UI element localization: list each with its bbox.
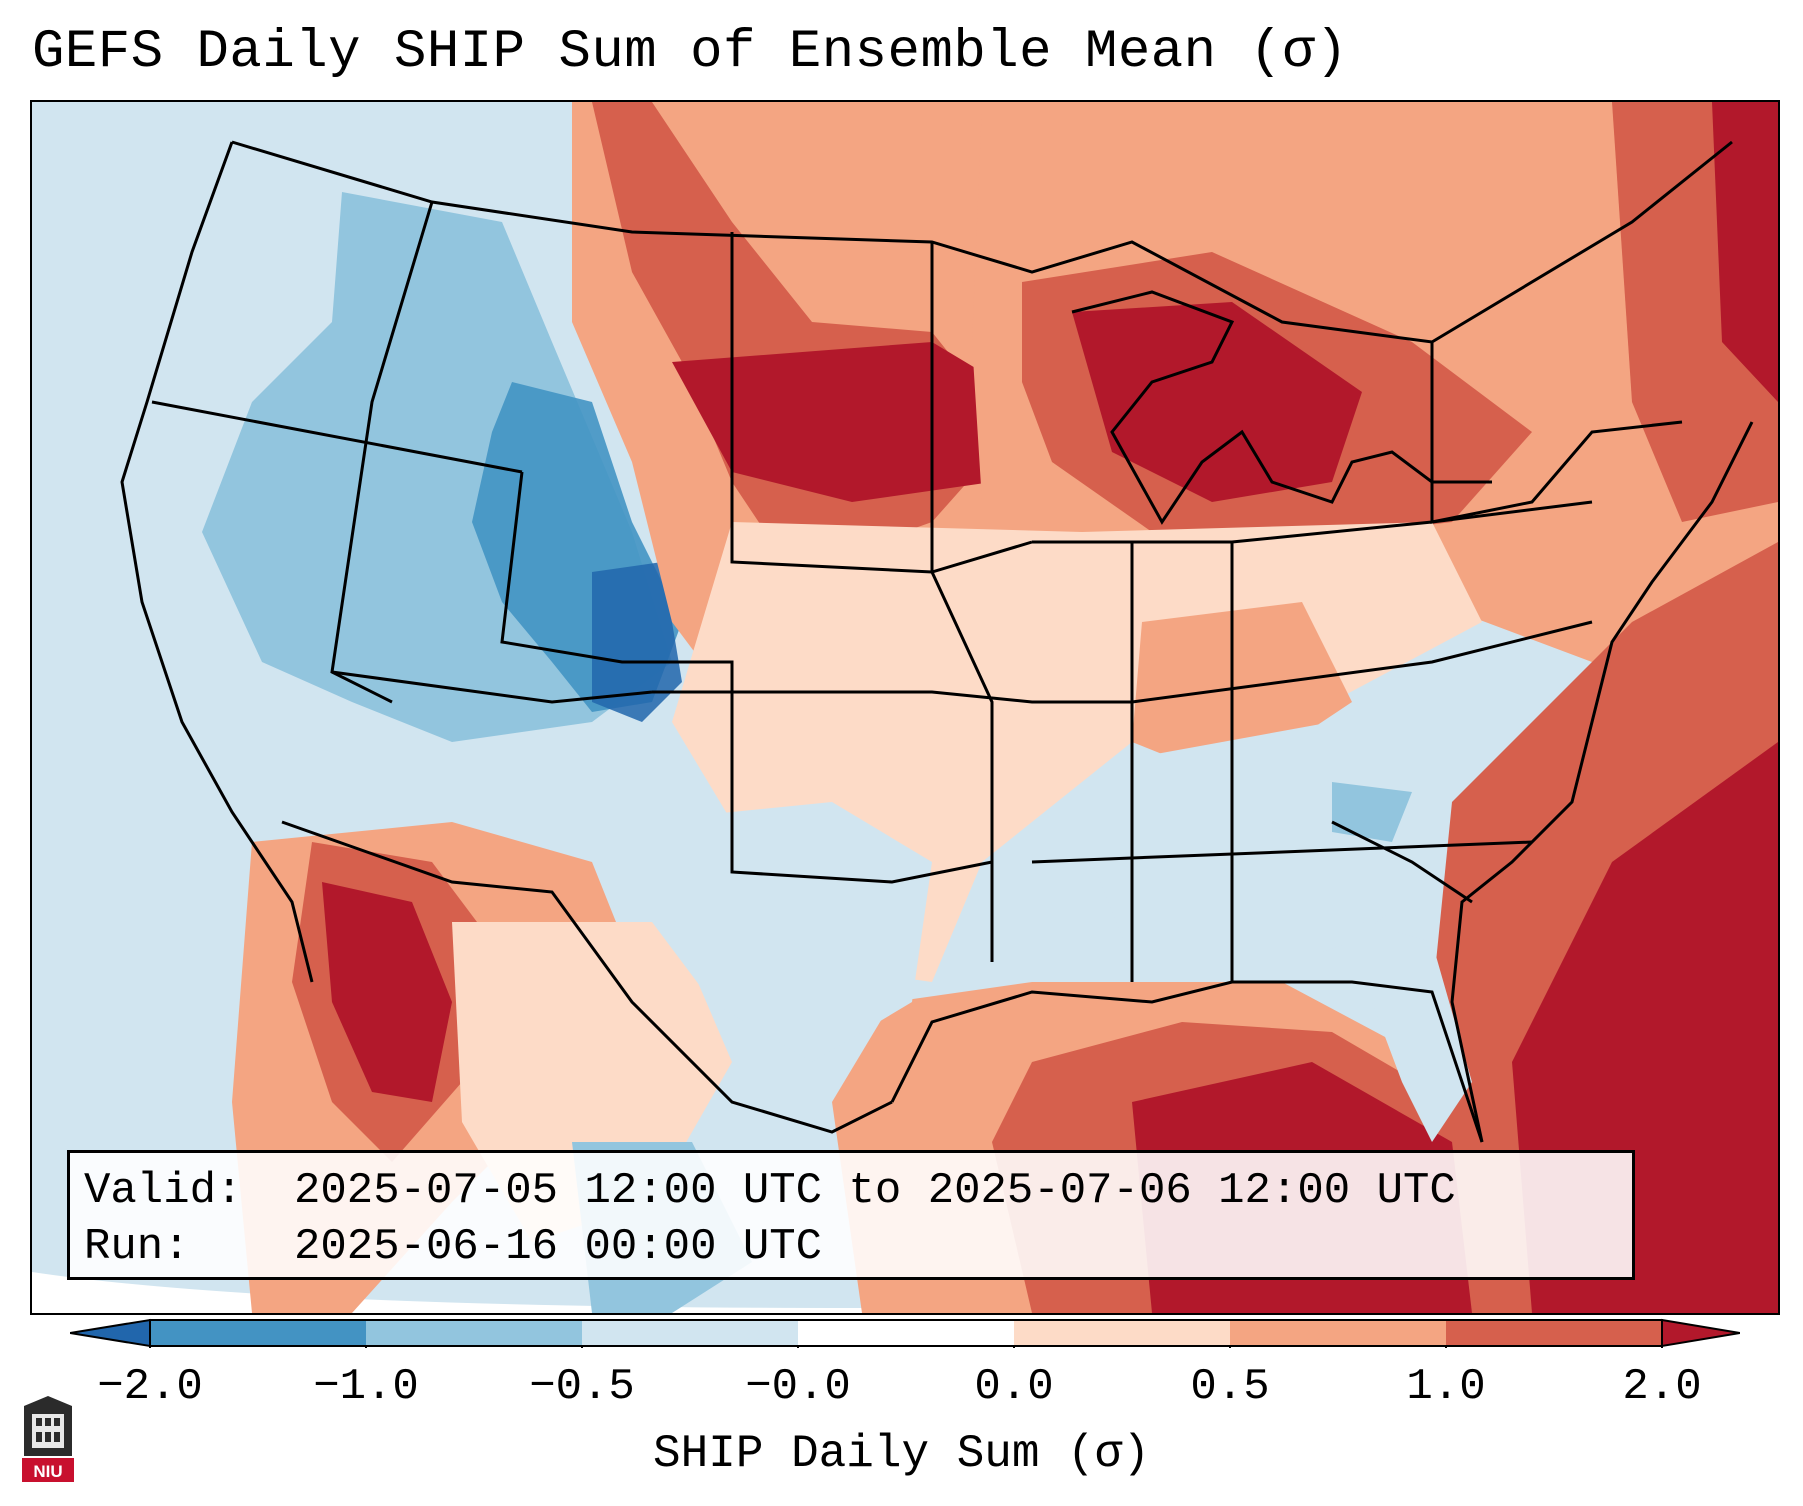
colorbar-segment-3	[582, 1320, 798, 1346]
colorbar-tick-marks	[149, 1346, 1663, 1348]
logo-text: NIU	[33, 1462, 62, 1481]
anomaly-region-dakotas-extreme	[672, 342, 1032, 502]
colorbar	[70, 1318, 1740, 1348]
colorbar-tick-label: 0.0	[974, 1362, 1054, 1412]
colorbar-tick-label: 1.0	[1406, 1362, 1486, 1412]
anomaly-region-carolina-moderate	[1332, 782, 1412, 842]
state-line-3	[500, 471, 734, 802]
colorbar-segment-5	[1014, 1320, 1230, 1346]
colorbar-tick-label: −1.0	[313, 1362, 419, 1412]
gulf-coast	[890, 980, 1484, 1143]
niu-logo: NIU	[22, 1396, 74, 1482]
colorbar-tick-label: −2.0	[97, 1362, 203, 1412]
run-row: Run: 2025-06-16 00:00 UTC	[84, 1219, 1618, 1275]
colorbar-extend-low	[70, 1318, 151, 1348]
boundaries	[120, 140, 1754, 1143]
state-line-7	[730, 232, 1033, 574]
great-lakes-outline	[1071, 290, 1492, 525]
colorbar-tick-label: −0.0	[745, 1362, 851, 1412]
us-mexico-border	[281, 820, 893, 1134]
valid-label: Valid:	[84, 1166, 243, 1216]
state-line-2	[330, 201, 434, 704]
us-west-coast	[120, 141, 314, 983]
map-title: GEFS Daily SHIP Sum of Ensemble Mean (σ)	[32, 22, 1349, 83]
state-line-5	[652, 690, 1132, 704]
anomaly-region-new-england-extreme	[1712, 102, 1778, 402]
anomaly-region-florida	[1362, 922, 1472, 1142]
valid-value: 2025-07-05 12:00 UTC to 2025-07-06 12:00…	[294, 1166, 1456, 1216]
colorbar-tick-label: 0.5	[1190, 1362, 1270, 1412]
colorbar-tick-label: 2.0	[1622, 1362, 1702, 1412]
colorbar-segment-4	[798, 1320, 1014, 1346]
colorbar-segment-1	[150, 1320, 366, 1346]
state-line-14	[1331, 820, 1473, 904]
state-line-15	[1430, 342, 1683, 524]
anomaly-region-colorado-strong	[592, 562, 682, 722]
state-line-1	[151, 400, 523, 474]
colorbar-segment-2	[366, 1320, 582, 1346]
atlantic-coast	[1450, 421, 1754, 1143]
anomaly-region-great-lakes-extreme	[1072, 302, 1362, 502]
map-panel	[30, 100, 1780, 1315]
anomaly-region-texas-negative	[632, 802, 932, 1062]
run-label: Run:	[84, 1222, 190, 1272]
colorbar-extend-high	[1661, 1318, 1740, 1348]
colorbar-label: SHIP Daily Sum (σ)	[653, 1428, 1150, 1480]
state-line-4	[331, 670, 653, 704]
validity-info-box: Valid: 2025-07-05 12:00 UTC to 2025-07-06…	[67, 1150, 1635, 1280]
state-line-8	[930, 242, 994, 962]
valid-row: Valid: 2025-07-05 12:00 UTC to 2025-07-06…	[84, 1163, 1618, 1219]
state-line-6	[730, 802, 993, 884]
colorbar-tick-label: −0.5	[529, 1362, 635, 1412]
colorbar-segment-6	[1230, 1320, 1446, 1346]
state-line-12	[1031, 840, 1533, 864]
state-line-13	[1131, 620, 1593, 704]
run-value: 2025-06-16 00:00 UTC	[294, 1222, 823, 1272]
colorbar-segment-7	[1446, 1320, 1662, 1346]
anomaly-region-baja-extreme	[322, 882, 452, 1102]
us-canada-border	[231, 140, 1733, 344]
